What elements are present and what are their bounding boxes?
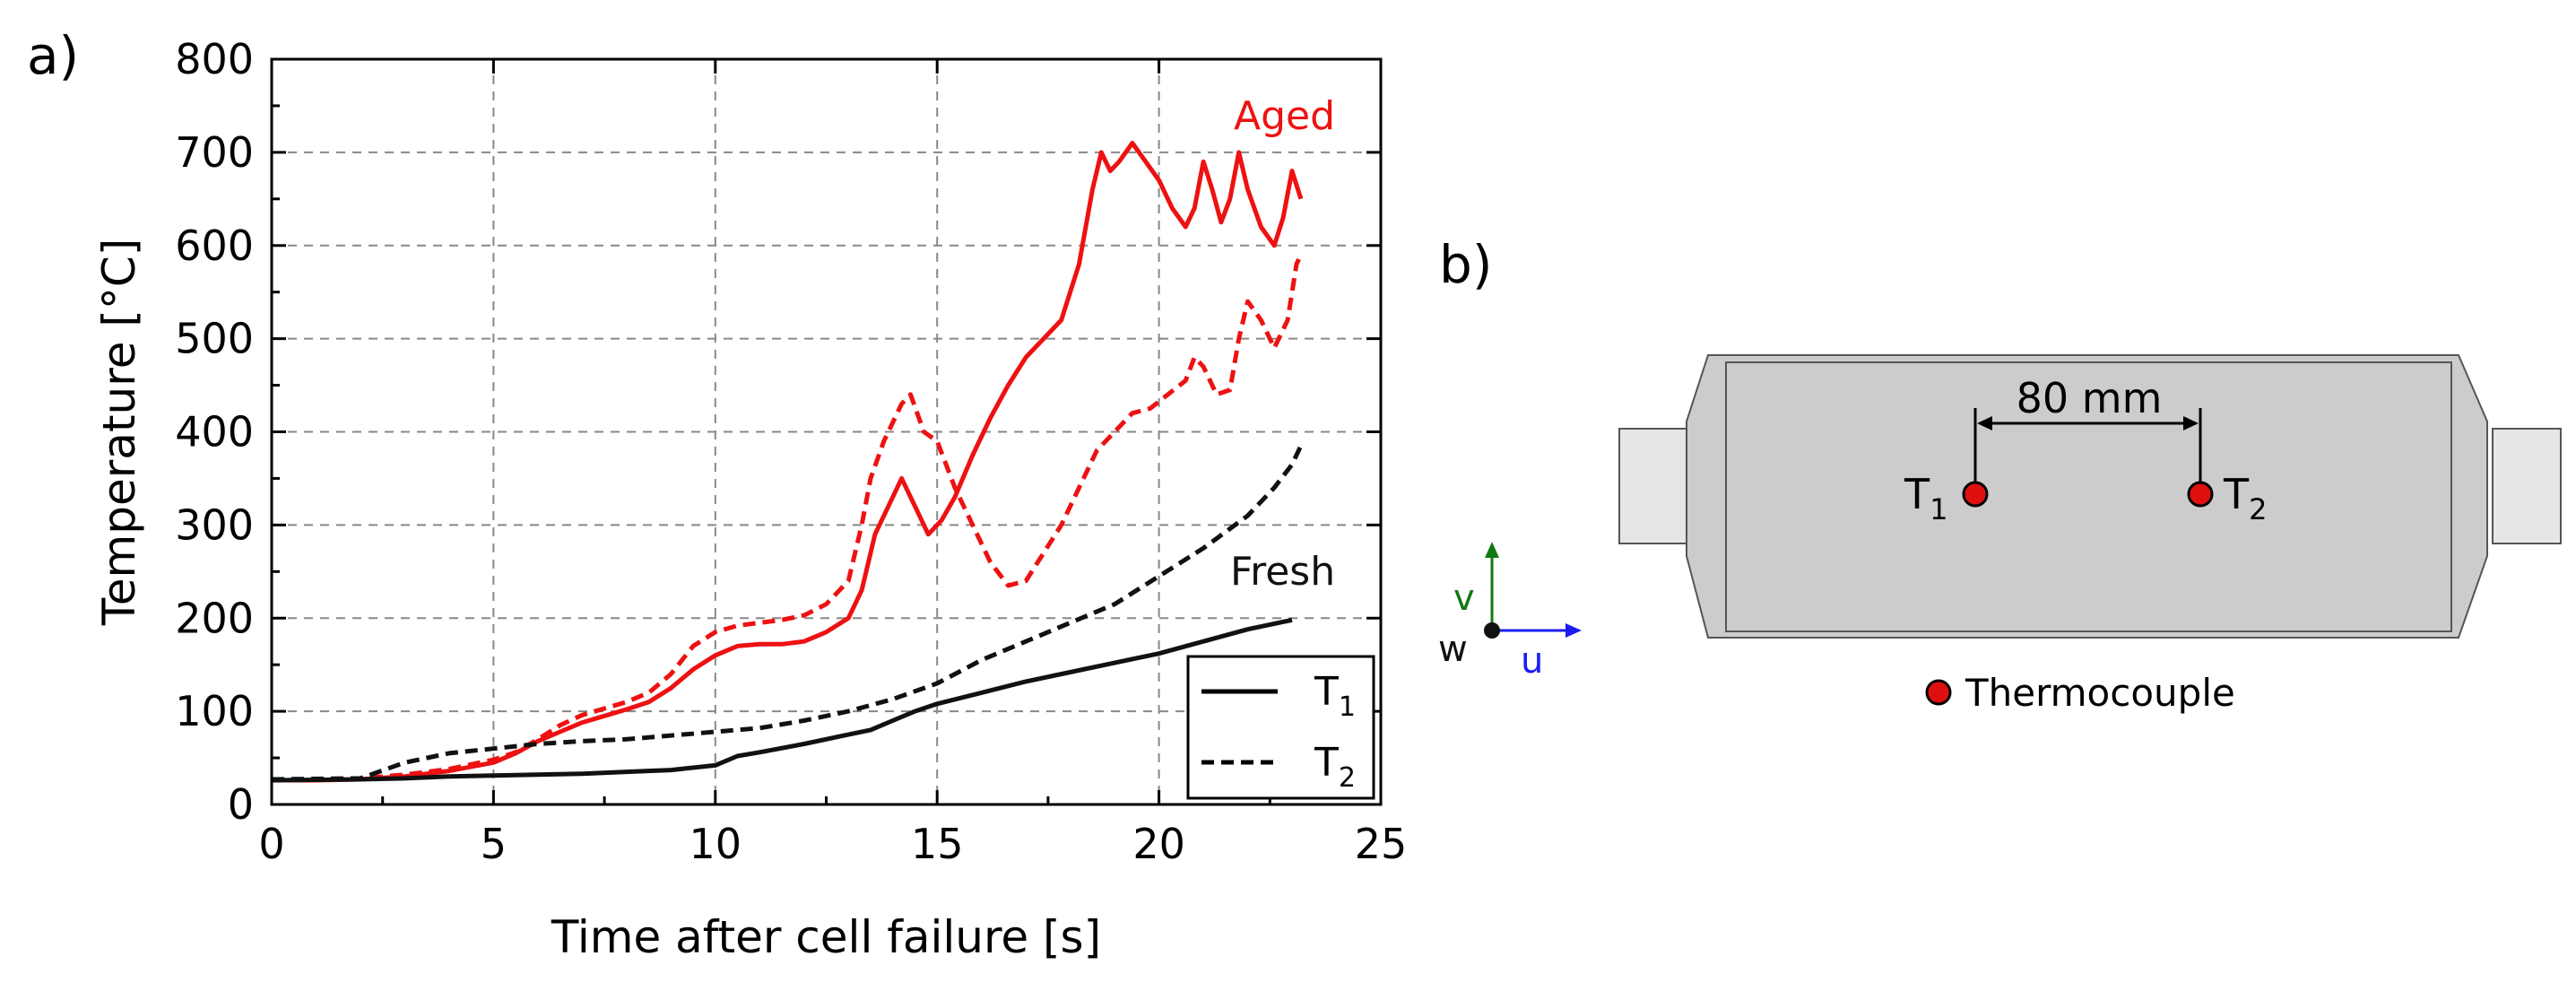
thermocouple-legend-marker (1925, 679, 1952, 706)
u-axis-arrowhead (1566, 623, 1582, 638)
v-axis-label: v (1453, 578, 1475, 619)
cell-diagram: 80 mm T1 T2 u v w Thermocouple (1438, 354, 2562, 715)
series-line-fresh-t2 (271, 445, 1304, 782)
left-tab (1618, 428, 1688, 544)
y-axis-label: Temperature [°C] (93, 239, 145, 627)
sensor-t1-marker (1962, 481, 1989, 508)
y-tick-label: 800 (175, 35, 254, 83)
annotation-aged: Aged (1234, 93, 1335, 139)
y-tick-label: 700 (175, 128, 254, 177)
x-tick-label: 25 (1355, 820, 1408, 868)
cell-body (1686, 354, 2488, 639)
y-tick-label: 600 (175, 222, 254, 270)
w-axis-origin (1484, 622, 1500, 639)
u-axis-label: u (1521, 640, 1543, 682)
temperature-chart: 0 5 10 15 20 25 0 100 200 300 400 500 600 700 800 Time… (93, 35, 1407, 963)
legend-label-t1: T1 (1314, 669, 1356, 723)
dimension-label: 80 mm (2017, 374, 2163, 422)
sensor-t1-label: T1 (1904, 470, 1947, 526)
x-tick-label: 20 (1132, 820, 1185, 868)
v-axis-arrowhead (1485, 542, 1499, 558)
x-tick-label: 15 (911, 820, 964, 868)
y-tick-label: 0 (228, 780, 254, 829)
legend-box (1186, 655, 1375, 800)
dimension-arrow-left (1977, 416, 1992, 430)
chart-grid (272, 59, 1381, 804)
series-line-aged-t1 (272, 141, 1304, 783)
chart-axes: 0 5 10 15 20 25 0 100 200 300 400 500 600 700 800 (175, 35, 1407, 868)
y-tick-label: 200 (175, 594, 254, 642)
sensor-t2-marker (2187, 481, 2214, 508)
dimension-arrow-right (2183, 416, 2199, 430)
panel-a-label: a) (27, 25, 79, 86)
x-axis-label: Time after cell failure [s] (551, 911, 1101, 963)
series-line-fresh-t1 (271, 617, 1293, 783)
x-tick-label: 0 (258, 820, 284, 868)
legend-label-t2: T2 (1314, 740, 1356, 794)
chart-legend: T1 T2 (1186, 655, 1375, 800)
sensor-t2-label: T2 (2223, 470, 2267, 526)
series-line-aged-t2 (272, 254, 1304, 782)
thermocouple-legend-label: Thermocouple (1965, 671, 2235, 715)
cell-inner-outline (1725, 361, 2452, 632)
y-tick-label: 500 (175, 315, 254, 363)
y-tick-label: 100 (175, 687, 254, 735)
chart-series (271, 141, 1304, 783)
w-axis-label: w (1438, 629, 1468, 670)
y-tick-label: 300 (175, 500, 254, 549)
right-tab (2492, 428, 2562, 544)
y-tick-label: 400 (175, 408, 254, 456)
panel-b-label: b) (1439, 234, 1492, 295)
x-tick-label: 10 (690, 820, 742, 868)
x-tick-label: 5 (481, 820, 507, 868)
annotation-fresh: Fresh (1230, 549, 1335, 595)
